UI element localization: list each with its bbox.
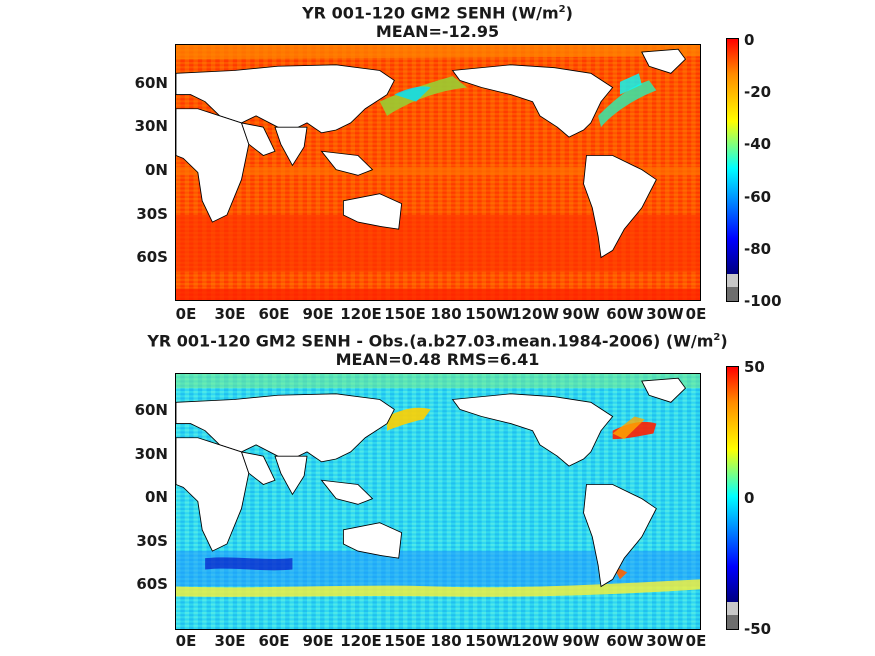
greenland — [641, 48, 687, 74]
arctic-anomaly — [176, 374, 700, 389]
colorbar-top-tick: -80 — [744, 240, 772, 258]
lon-label: 60E — [258, 632, 290, 650]
lat-label-0n: 0N — [145, 488, 168, 506]
labrador-sea — [619, 73, 642, 95]
lat-label-60s: 60S — [136, 248, 168, 266]
colorbar-bottom-tick: 50 — [744, 358, 765, 376]
north-america — [451, 393, 614, 467]
colorbar-top-tick: -40 — [744, 135, 772, 153]
lon-label: 30W — [646, 632, 684, 650]
panel-top-title-text: YR 001-120 GM2 SENH (W/m — [302, 3, 559, 23]
lat-label-60s: 60S — [136, 575, 168, 593]
australia — [342, 193, 403, 230]
kuroshio-anomaly — [387, 407, 431, 431]
africa — [176, 108, 250, 223]
lon-label: 90E — [302, 632, 334, 650]
lat-label-60n: 60N — [134, 74, 168, 92]
colorbar-bottom — [726, 366, 739, 630]
australia — [342, 522, 403, 559]
greenland — [641, 377, 687, 403]
panel-bottom-title-text: YR 001-120 GM2 SENH - Obs.(a.b27.03.mean… — [147, 331, 714, 351]
lon-label: 30E — [214, 632, 246, 650]
colorbar-top-tick: 0 — [744, 31, 755, 49]
panel-top-title-close: ) — [565, 3, 573, 23]
lon-label: 90W — [562, 305, 600, 323]
map-bottom — [175, 373, 701, 630]
lon-label: 180 — [430, 632, 462, 650]
africa — [176, 437, 250, 552]
colorbar-top-tick: -20 — [744, 83, 772, 101]
gulf-stream-edge — [612, 416, 645, 440]
land-bottom — [176, 377, 687, 588]
map-top-svg — [176, 45, 700, 300]
india — [274, 126, 308, 167]
indonesia — [320, 150, 374, 176]
colorbar-top — [726, 38, 739, 302]
lon-label: 30E — [214, 305, 246, 323]
lon-label: 120W — [511, 305, 559, 323]
lon-label: 150E — [384, 305, 426, 323]
antarctic-edge — [176, 288, 700, 300]
panel-top-title: YR 001-120 GM2 SENH (W/m2) — [0, 0, 875, 22]
lon-label: 120E — [340, 632, 382, 650]
lon-label: 150W — [465, 305, 513, 323]
gulf-stream — [598, 80, 657, 128]
lon-label: 0E — [175, 305, 197, 323]
panel-bottom-title: YR 001-120 GM2 SENH - Obs.(a.b27.03.mean… — [0, 328, 875, 350]
panel-bottom-mean: MEAN=0.48 RMS=6.41 — [335, 350, 540, 369]
lat-label-0n: 0N — [145, 161, 168, 179]
arctic-edge — [176, 45, 700, 60]
colorbar-bottom-under — [727, 602, 738, 615]
lon-label: 0E — [175, 632, 197, 650]
lat-label-30s: 30S — [136, 532, 168, 550]
lon-label: 0E — [685, 305, 707, 323]
lon-label: 0E — [685, 632, 707, 650]
eurasia — [176, 64, 395, 134]
colorbar-top-tick: -60 — [744, 188, 772, 206]
india — [274, 455, 308, 496]
panel-top-mean: MEAN=-12.95 — [375, 22, 500, 41]
lon-label: 90W — [562, 632, 600, 650]
panel-bottom-title-sup: 2 — [713, 332, 721, 343]
lat-label-60n: 60N — [134, 401, 168, 419]
arabia — [240, 451, 276, 485]
north-america — [451, 64, 614, 138]
southern-indian-strong-negative — [205, 557, 293, 571]
colorbar-top-under — [727, 274, 738, 287]
south-america — [583, 484, 657, 588]
arabia — [240, 122, 276, 156]
colorbar-bottom-under-dark — [727, 615, 738, 629]
colorbar-bottom-gradient — [727, 367, 738, 602]
panel-bottom-title-close: ) — [720, 331, 728, 351]
lon-label: 120E — [340, 305, 382, 323]
lat-label-30n: 30N — [134, 445, 168, 463]
lon-label: 60W — [606, 632, 644, 650]
lat-label-30s: 30S — [136, 205, 168, 223]
colorbar-bottom-tick: 0 — [744, 489, 755, 507]
colorbar-top-gradient — [727, 39, 738, 274]
lat-label-30n: 30N — [134, 117, 168, 135]
antarctic-positive-band — [176, 579, 700, 597]
eurasia — [176, 393, 395, 463]
lon-label: 30W — [646, 305, 684, 323]
lon-label: 120W — [511, 632, 559, 650]
south-america — [583, 155, 657, 259]
colorbar-bottom-tick: -50 — [744, 620, 772, 638]
indonesia — [320, 479, 374, 505]
map-bottom-svg — [176, 374, 700, 629]
lon-label: 150E — [384, 632, 426, 650]
lon-label: 60E — [258, 305, 290, 323]
land-top — [176, 48, 687, 259]
colorbar-top-tick: -100 — [744, 292, 782, 310]
equatorial-band — [176, 166, 700, 176]
map-top — [175, 44, 701, 301]
lon-label: 150W — [465, 632, 513, 650]
lon-label: 60W — [606, 305, 644, 323]
lon-label: 90E — [302, 305, 334, 323]
kuroshio-current — [379, 76, 468, 116]
colorbar-top-under-dark — [727, 287, 738, 301]
panel-top-title-sup: 2 — [558, 4, 566, 15]
lon-label: 180 — [430, 305, 462, 323]
kuroshio-core — [394, 86, 431, 102]
